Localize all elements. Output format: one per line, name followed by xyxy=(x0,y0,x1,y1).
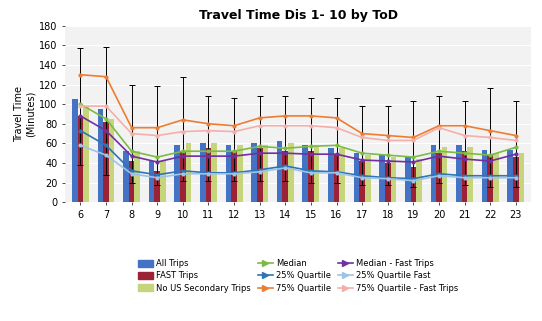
Bar xyxy=(391,157,396,202)
Bar xyxy=(149,161,154,202)
Bar xyxy=(354,153,359,202)
Bar xyxy=(302,145,308,202)
Bar xyxy=(436,153,442,202)
Bar xyxy=(211,143,217,202)
Bar xyxy=(462,151,467,202)
Bar xyxy=(160,161,166,202)
Bar xyxy=(442,147,447,202)
Bar xyxy=(251,143,257,202)
Bar xyxy=(200,143,205,202)
Bar xyxy=(308,151,314,202)
Bar xyxy=(262,145,268,202)
Bar xyxy=(430,145,436,202)
Bar xyxy=(78,116,83,202)
Bar xyxy=(410,167,416,202)
Bar xyxy=(456,145,462,202)
Bar xyxy=(405,157,410,202)
Bar xyxy=(314,145,319,202)
Title: Travel Time Dis 1- 10 by ToD: Travel Time Dis 1- 10 by ToD xyxy=(198,9,398,22)
Bar xyxy=(493,153,499,202)
Bar xyxy=(507,150,513,202)
Bar xyxy=(519,153,524,202)
Bar xyxy=(134,151,140,202)
Bar xyxy=(257,148,262,202)
Bar xyxy=(482,150,487,202)
Bar xyxy=(180,151,186,202)
Bar xyxy=(365,155,371,202)
Bar xyxy=(186,143,191,202)
Y-axis label: Travel Time
(Minutes): Travel Time (Minutes) xyxy=(15,86,36,142)
Bar xyxy=(467,147,473,202)
Bar xyxy=(205,148,211,202)
Bar xyxy=(339,148,345,202)
Bar xyxy=(98,109,103,202)
Bar xyxy=(129,161,134,202)
Bar xyxy=(231,151,237,202)
Legend: All Trips, FAST Trips, No US Secondary Trips, Median, 25% Quartile, 75% Quartile: All Trips, FAST Trips, No US Secondary T… xyxy=(134,256,462,296)
Bar xyxy=(109,119,114,202)
Bar xyxy=(225,145,231,202)
Bar xyxy=(359,161,365,202)
Bar xyxy=(385,163,391,202)
Bar xyxy=(123,151,129,202)
Bar xyxy=(277,142,282,202)
Bar xyxy=(154,171,160,202)
Bar xyxy=(83,106,89,202)
Bar xyxy=(282,151,288,202)
Bar xyxy=(288,143,294,202)
Bar xyxy=(237,145,242,202)
Bar xyxy=(487,155,493,202)
Bar xyxy=(103,122,109,202)
Bar xyxy=(379,155,385,202)
Bar xyxy=(513,157,519,202)
Bar xyxy=(416,159,422,202)
Bar xyxy=(175,145,180,202)
Bar xyxy=(72,99,78,202)
Bar xyxy=(328,148,334,202)
Bar xyxy=(334,155,339,202)
